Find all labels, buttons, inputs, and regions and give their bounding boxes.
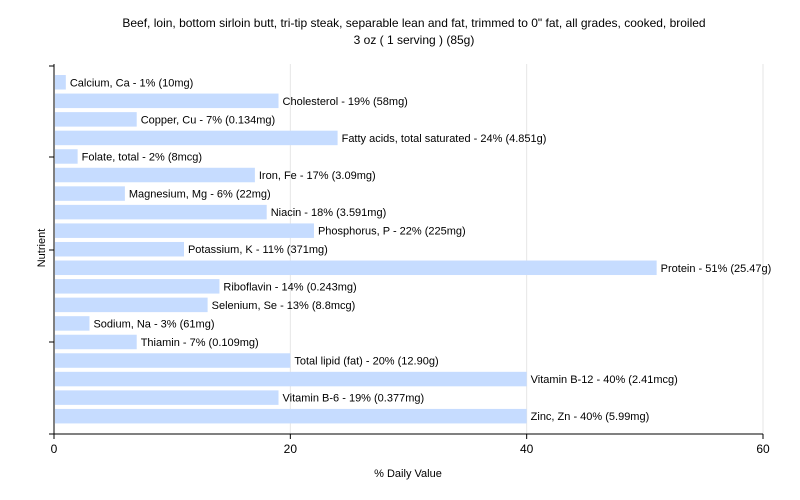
- bar-label: Vitamin B-6 - 19% (0.377mg): [283, 393, 425, 405]
- bar: [55, 130, 338, 146]
- x-tick-label: 60: [756, 442, 770, 456]
- x-tick-label: 40: [520, 442, 534, 456]
- bar-label: Thiamin - 7% (0.109mg): [141, 337, 259, 349]
- bar: [55, 167, 255, 183]
- bar-label: Sodium, Na - 3% (61mg): [93, 318, 214, 330]
- bar: [55, 408, 527, 424]
- bar: [55, 186, 125, 201]
- bar: [55, 390, 279, 405]
- bar-label: Protein - 51% (25.47g): [661, 263, 772, 275]
- x-axis-label: % Daily Value: [374, 468, 442, 480]
- bar-label: Folate, total - 2% (8mcg): [82, 151, 202, 163]
- bar: [55, 297, 208, 313]
- bar: [55, 371, 527, 387]
- bar-label: Calcium, Ca - 1% (10mg): [70, 77, 193, 89]
- bar-label: Selenium, Se - 13% (8.8mcg): [212, 300, 356, 312]
- bar: [55, 241, 184, 257]
- x-tick-label: 0: [51, 442, 58, 456]
- bar: [55, 316, 90, 331]
- bar: [55, 353, 291, 368]
- bar-label: Magnesium, Mg - 6% (22mg): [129, 189, 271, 201]
- bar-label: Vitamin B-12 - 40% (2.41mcg): [531, 374, 678, 386]
- axes: [49, 64, 763, 435]
- bar: [55, 149, 78, 164]
- bar: [55, 93, 279, 109]
- bar: [55, 334, 137, 350]
- bar-label: Niacin - 18% (3.591mg): [271, 207, 387, 219]
- bar-label: Riboflavin - 14% (0.243mg): [223, 281, 356, 293]
- bar-labels: Calcium, Ca - 1% (10mg) Cholesterol - 19%…: [70, 77, 772, 423]
- bar: [55, 279, 220, 294]
- x-tick-label: 20: [284, 442, 298, 456]
- bar: [55, 112, 137, 127]
- bar: [55, 260, 657, 276]
- bar-label: Total lipid (fat) - 20% (12.90g): [294, 356, 438, 368]
- bar: [55, 223, 314, 238]
- x-ticks: 0 20 40 60: [51, 434, 770, 456]
- bar-label: Potassium, K - 11% (371mg): [188, 244, 328, 256]
- chart-title: Beef, loin, bottom sirloin butt, tri-tip…: [122, 16, 705, 30]
- y-axis-label: Nutrient: [36, 229, 48, 268]
- bar-label: Fatty acids, total saturated - 24% (4.85…: [342, 133, 547, 145]
- chart-subtitle: 3 oz ( 1 serving ) (85g): [354, 33, 475, 47]
- bars: [55, 75, 657, 424]
- bar-label: Phosphorus, P - 22% (225mg): [318, 226, 466, 238]
- bar-label: Iron, Fe - 17% (3.09mg): [259, 170, 376, 182]
- bar: [55, 204, 267, 220]
- bar-label: Copper, Cu - 7% (0.134mg): [141, 114, 276, 126]
- bar-label: Cholesterol - 19% (58mg): [283, 96, 408, 108]
- bar: [55, 75, 66, 90]
- bar-label: Zinc, Zn - 40% (5.99mg): [531, 411, 650, 423]
